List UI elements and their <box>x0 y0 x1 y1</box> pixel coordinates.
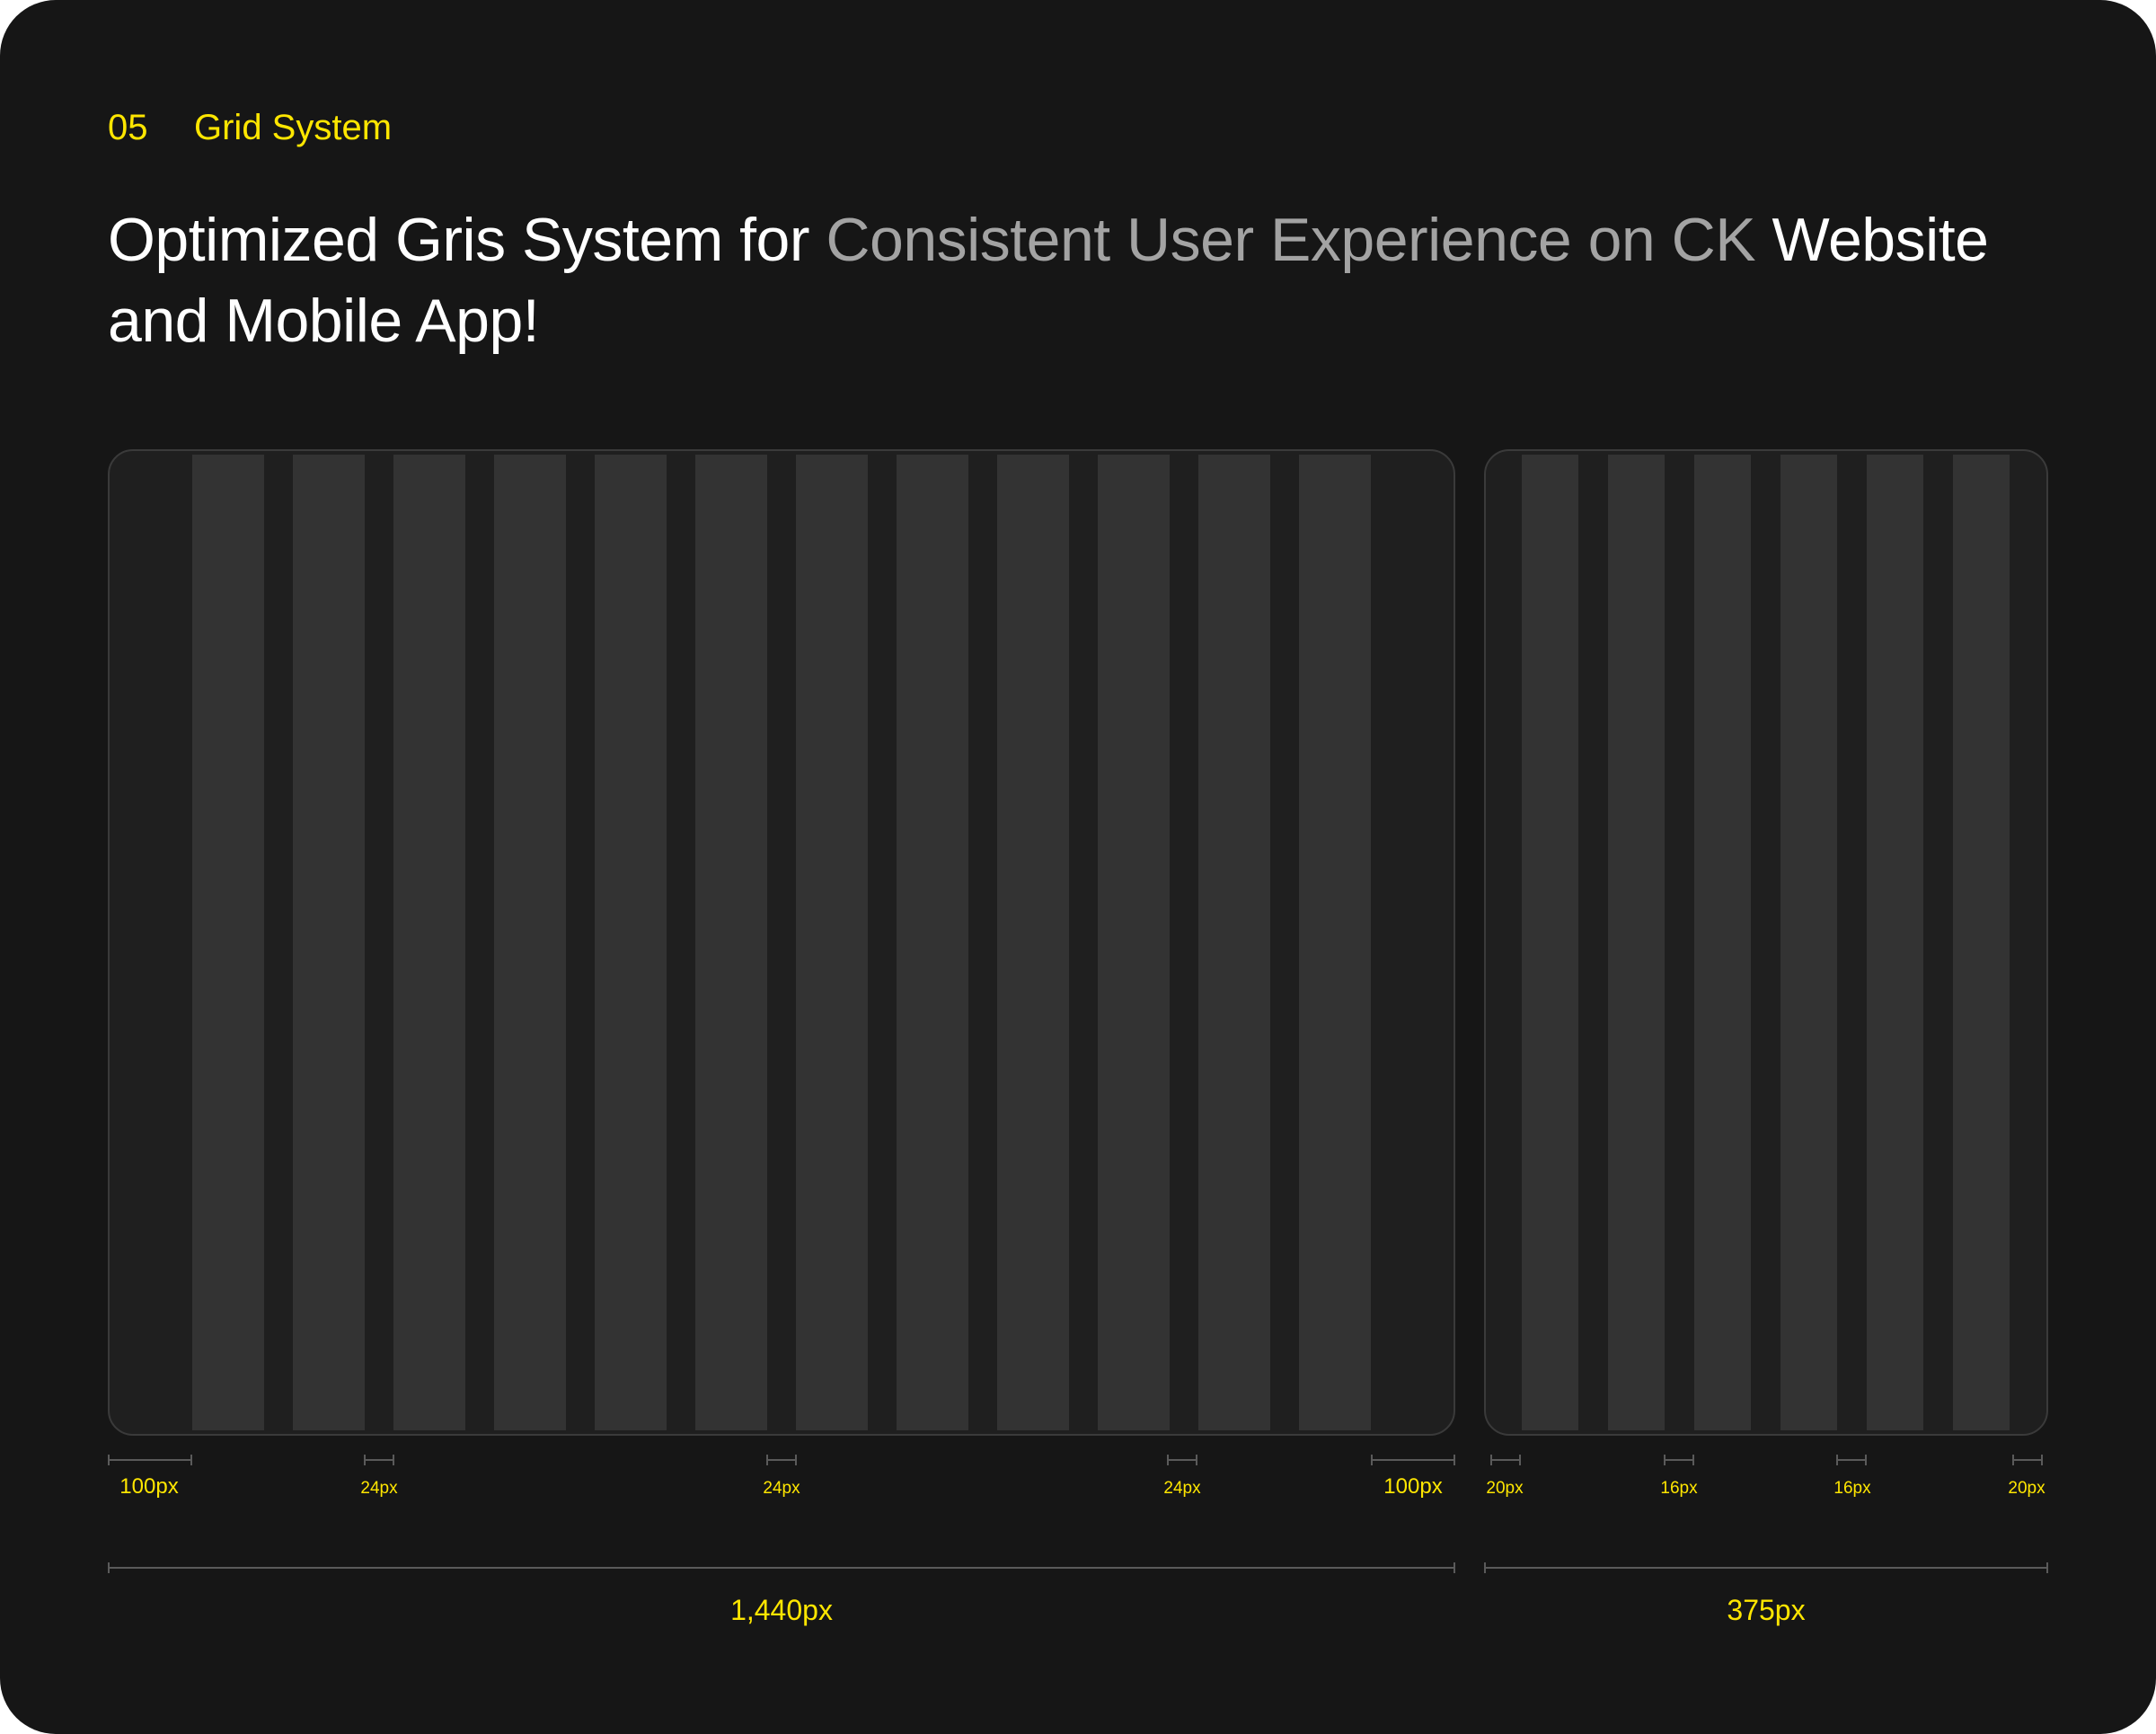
headline-part-3: Website and Mobile App! <box>108 206 1989 355</box>
desktop-grid-column <box>494 455 566 1430</box>
mobile-margin-right-measure <box>2012 1455 2043 1470</box>
section-number: 05 <box>108 108 148 147</box>
mobile-margin-left-measure <box>1490 1455 1521 1470</box>
mobile-gutter-measure-1 <box>1664 1455 1694 1470</box>
desktop-gutter-measure-1 <box>364 1455 394 1470</box>
mobile-grid-column <box>1953 455 2010 1430</box>
desktop-gutter-label-1: 24px <box>360 1479 398 1498</box>
mobile-grid-column <box>1608 455 1665 1430</box>
desktop-grid-column <box>1299 455 1371 1430</box>
desktop-gutter-measure-3 <box>1167 1455 1197 1470</box>
desktop-margin-left-label: 100px <box>119 1474 179 1499</box>
desktop-grid-column <box>897 455 968 1430</box>
desktop-grid-column <box>997 455 1069 1430</box>
desktop-grid-column <box>192 455 264 1430</box>
mobile-gutter-label-2: 16px <box>1833 1479 1871 1498</box>
mobile-grid-column <box>1522 455 1578 1430</box>
desktop-grid-column <box>293 455 365 1430</box>
headline-part-2: Consistent User Experience on CK <box>826 206 1756 274</box>
mobile-margin-right-label: 20px <box>2008 1479 2046 1498</box>
desktop-grid-column <box>695 455 767 1430</box>
desktop-grid-column <box>595 455 667 1430</box>
desktop-width-label: 1,440px <box>730 1594 833 1626</box>
desktop-grid-frame <box>108 449 1455 1436</box>
mobile-width-label: 375px <box>1727 1594 1806 1626</box>
desktop-grid-column <box>1198 455 1270 1430</box>
desktop-grid-column <box>393 455 465 1430</box>
desktop-grid-column <box>1098 455 1170 1430</box>
desktop-gutter-label-2: 24px <box>763 1479 800 1498</box>
desktop-gutter-measure-2 <box>766 1455 797 1470</box>
desktop-grid-column <box>796 455 868 1430</box>
desktop-margin-right-measure <box>1371 1455 1455 1470</box>
mobile-grid-column <box>1694 455 1751 1430</box>
page-headline: Optimized Gris System for Consistent Use… <box>108 199 2066 361</box>
mobile-gutter-label-1: 16px <box>1660 1479 1698 1498</box>
mobile-width-measure <box>1484 1562 2048 1578</box>
mobile-margin-left-label: 20px <box>1486 1479 1524 1498</box>
desktop-gutter-label-3: 24px <box>1163 1479 1201 1498</box>
desktop-width-measure <box>108 1562 1455 1578</box>
desktop-margin-right-label: 100px <box>1383 1474 1443 1499</box>
section-eyebrow: 05 Grid System <box>108 106 392 149</box>
mobile-grid-column <box>1780 455 1837 1430</box>
mobile-gutter-measure-2 <box>1836 1455 1867 1470</box>
mobile-grid-frame <box>1484 449 2048 1436</box>
headline-part-1: Optimized Gris System for <box>108 206 826 274</box>
section-title: Grid System <box>194 108 393 147</box>
mobile-grid-column <box>1867 455 1923 1430</box>
desktop-margin-left-measure <box>108 1455 192 1470</box>
